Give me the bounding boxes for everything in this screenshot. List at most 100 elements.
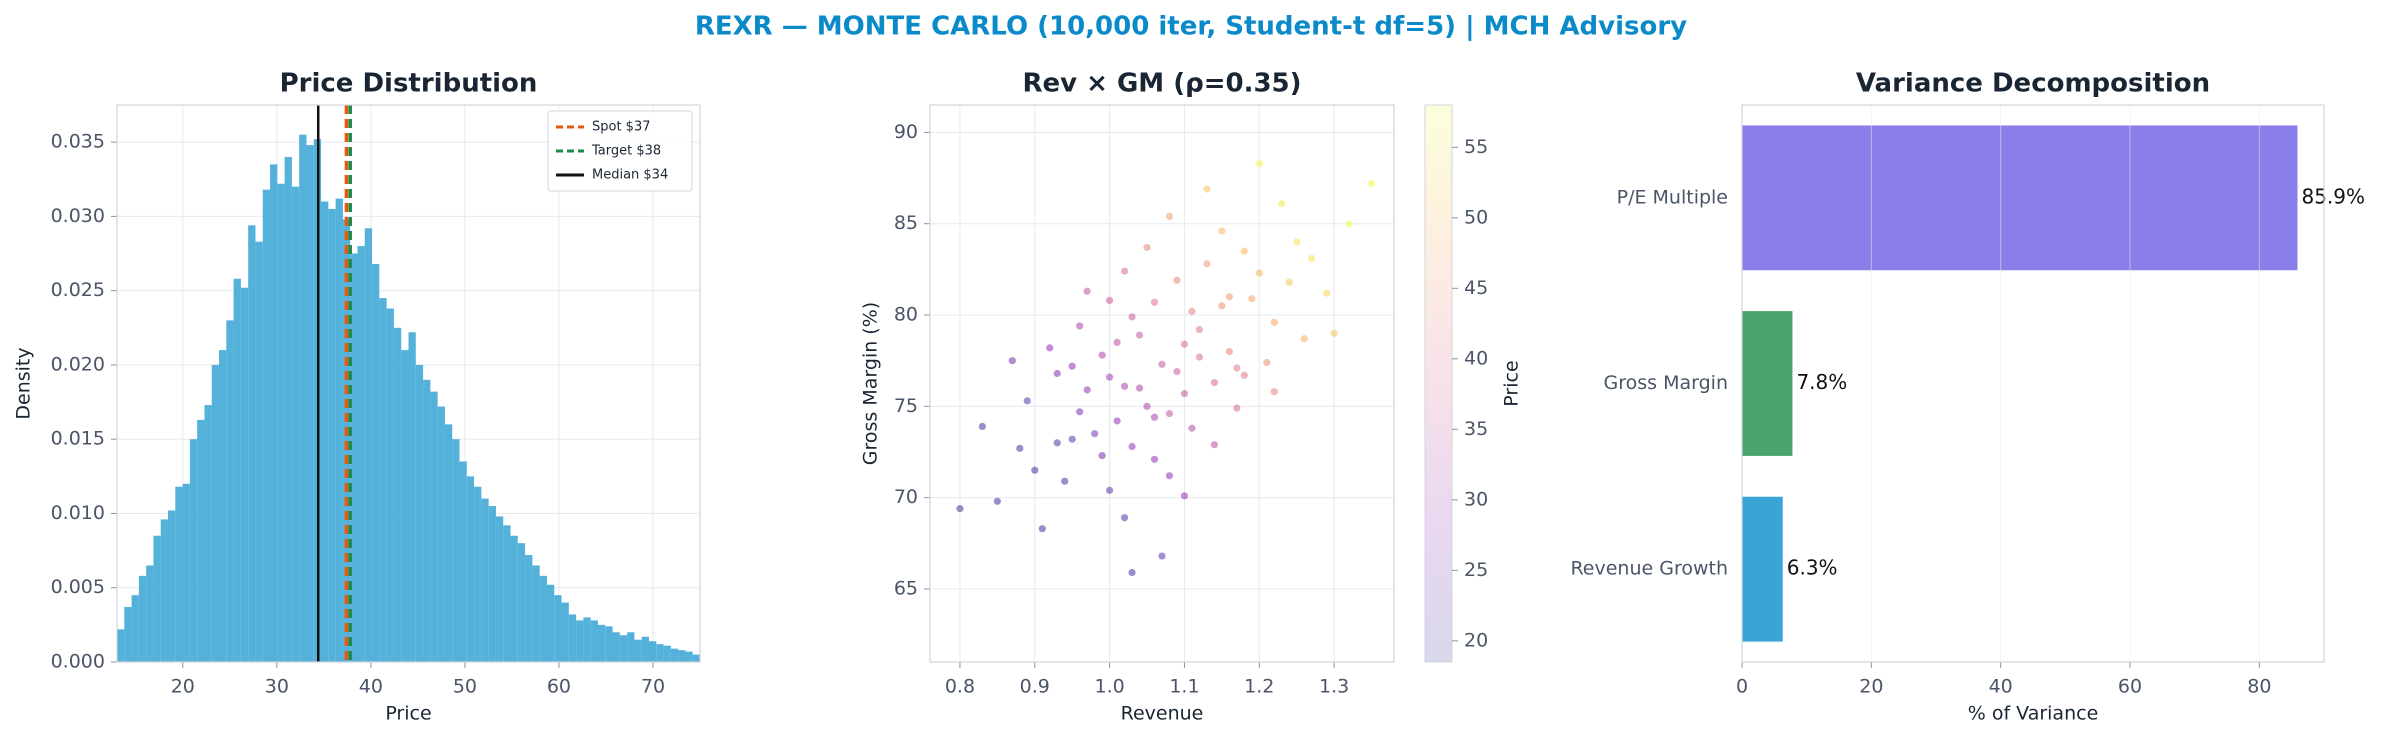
histogram-bar: [612, 632, 620, 662]
bar: [1742, 125, 2298, 271]
axes-frame: [116, 104, 701, 663]
histogram-bar: [532, 565, 540, 662]
histogram-bar: [430, 391, 438, 662]
y-tick-label: 90: [894, 121, 918, 143]
scatter-point: [1008, 357, 1016, 365]
scatter-point: [1330, 329, 1338, 337]
axes-frame: [929, 104, 1395, 663]
histogram-bar: [663, 645, 671, 662]
colorbar-tick-label: 55: [1464, 136, 1488, 158]
x-tick-label: 20: [171, 676, 195, 698]
value-label: 7.8%: [1796, 370, 1847, 394]
histogram-bar: [160, 519, 169, 662]
scatter-point: [1150, 298, 1159, 306]
x-tick-label: 50: [453, 676, 477, 698]
scatter-point: [1293, 238, 1301, 246]
scatter-point: [1143, 243, 1151, 252]
histogram-bar: [408, 332, 416, 662]
histogram-bar: [474, 486, 482, 662]
histogram-bar: [262, 189, 271, 662]
histogram-bar: [692, 654, 700, 662]
histogram-bar: [605, 626, 613, 662]
bar: [1742, 311, 1793, 456]
colorbar-tick-label: 30: [1464, 488, 1488, 510]
histogram-bar: [197, 419, 205, 662]
x-tick-label: 80: [2247, 676, 2271, 698]
scatter-point: [1106, 296, 1114, 305]
y-axis-label: Density: [13, 347, 35, 419]
x-tick-label: 60: [547, 676, 571, 698]
scatter-point: [1158, 360, 1166, 368]
histogram-bar: [444, 424, 453, 662]
scatter-point: [1255, 159, 1263, 168]
scatter-point: [1098, 452, 1106, 460]
colorbar-label: Price: [1501, 360, 1523, 406]
scatter-point: [1308, 254, 1316, 263]
scatter-point: [1068, 435, 1076, 443]
scatter-point: [1150, 455, 1159, 463]
histogram-bar: [146, 565, 154, 662]
scatter-point: [1023, 397, 1031, 405]
histogram-bar: [255, 241, 263, 662]
scatter-point: [1270, 318, 1278, 326]
colorbar-tick-label: 40: [1464, 347, 1488, 369]
colorbar-tick-label: 20: [1464, 629, 1488, 651]
scatter-point: [1083, 287, 1091, 295]
scatter-point: [1113, 417, 1121, 425]
histogram-bar: [415, 364, 424, 662]
histogram-bar: [321, 201, 329, 662]
axes-title: Price Distribution: [280, 69, 538, 99]
histogram-bar: [226, 320, 234, 662]
histogram-bar: [627, 632, 635, 662]
scatter-point: [978, 422, 986, 431]
x-tick-label: 1.3: [1319, 676, 1349, 698]
scatter-point: [1165, 212, 1174, 220]
y-tick-label: 0.025: [51, 279, 105, 301]
histogram-bar: [342, 219, 351, 662]
histogram-bar: [372, 263, 380, 662]
scatter-point: [1203, 185, 1211, 193]
scatter-point: [1120, 267, 1129, 275]
y-tick-label: 85: [894, 212, 918, 234]
scatter-point: [1120, 382, 1129, 390]
scatter-point: [1083, 386, 1091, 394]
histogram-bar: [138, 575, 147, 662]
colorbar-tick-label: 45: [1464, 277, 1488, 299]
y-tick-label: 75: [894, 395, 918, 417]
scatter-point: [1165, 410, 1174, 418]
axes-title: Variance Decomposition: [1856, 69, 2210, 99]
histogram-bar: [131, 595, 139, 662]
value-label: 85.9%: [2301, 184, 2365, 208]
scatter-point: [1210, 441, 1218, 449]
category-label: Revenue Growth: [1570, 558, 1728, 580]
legend-label: Spot $37: [592, 120, 651, 135]
scatter-point: [1225, 293, 1233, 301]
scatter-point: [1188, 424, 1196, 432]
histogram-bar: [153, 535, 161, 662]
scatter-point: [1128, 313, 1136, 321]
histogram-bar: [619, 635, 628, 662]
scatter-point: [1323, 289, 1331, 297]
scatter-point: [1091, 430, 1099, 438]
scatter-point: [1195, 353, 1204, 361]
histogram-bar: [189, 439, 198, 662]
histogram-bar: [597, 624, 606, 662]
colorbar-tick-label: 25: [1464, 559, 1488, 581]
histogram-bar: [306, 145, 314, 662]
histogram-bar: [364, 228, 373, 663]
scatter-point: [1180, 492, 1189, 500]
histogram-bar: [233, 278, 241, 662]
y-axis-label: Gross Margin (%): [860, 302, 882, 465]
histogram-bar: [168, 510, 176, 662]
scatter-point: [993, 497, 1001, 505]
scatter-point: [1113, 338, 1121, 347]
histogram-bar: [546, 584, 555, 662]
scatter-point: [1203, 260, 1211, 268]
legend-label: Median $34: [592, 168, 668, 183]
scatter-point: [1240, 371, 1248, 379]
histogram-bar: [656, 644, 664, 662]
scatter-point: [1263, 358, 1271, 367]
scatter-point: [1076, 322, 1084, 330]
category-label: P/E Multiple: [1617, 186, 1728, 208]
